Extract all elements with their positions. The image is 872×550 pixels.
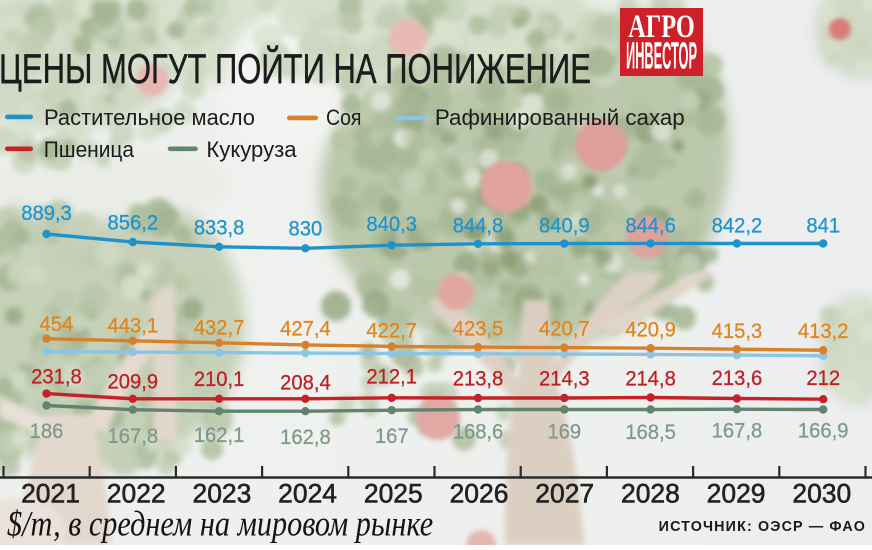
svg-text:Кукуруза: Кукуруза: [206, 137, 297, 162]
svg-text:166,9: 166,9: [798, 419, 849, 443]
svg-text:2024: 2024: [278, 478, 337, 508]
svg-text:168,6: 168,6: [453, 420, 504, 444]
svg-text:420,9: 420,9: [625, 318, 676, 342]
svg-text:889,3: 889,3: [21, 201, 72, 225]
svg-text:186: 186: [30, 419, 64, 443]
svg-text:415,3: 415,3: [712, 319, 763, 343]
svg-text:167,8: 167,8: [712, 419, 763, 443]
svg-text:454: 454: [40, 312, 74, 336]
svg-text:214,8: 214,8: [625, 367, 676, 391]
svg-text:162,1: 162,1: [194, 423, 245, 447]
svg-text:168,5: 168,5: [625, 420, 676, 444]
svg-text:Соя: Соя: [326, 106, 361, 131]
svg-text:422,7: 422,7: [366, 319, 417, 343]
svg-text:840,3: 840,3: [366, 212, 417, 236]
svg-text:Растительное масло: Растительное масло: [44, 105, 255, 130]
svg-text:2021: 2021: [21, 478, 80, 508]
svg-text:167,8: 167,8: [108, 424, 159, 448]
svg-text:420,7: 420,7: [539, 317, 590, 341]
svg-text:432,7: 432,7: [194, 316, 245, 340]
svg-text:ЦЕНЫ МОГУТ ПОЙТИ НА ПОНИЖЕНИЕ: ЦЕНЫ МОГУТ ПОЙТИ НА ПОНИЖЕНИЕ: [0, 44, 591, 92]
svg-text:231,8: 231,8: [31, 365, 82, 389]
svg-text:Пшеница: Пшеница: [44, 136, 135, 162]
svg-text:856,2: 856,2: [108, 211, 159, 235]
svg-text:169: 169: [547, 420, 581, 444]
svg-text:214,3: 214,3: [539, 367, 590, 391]
svg-text:213,8: 213,8: [453, 367, 504, 391]
svg-text:2030: 2030: [792, 478, 851, 508]
svg-text:ИНВЕСТОР: ИНВЕСТОР: [626, 35, 697, 78]
svg-text:2023: 2023: [192, 478, 251, 508]
svg-text:209,9: 209,9: [108, 370, 159, 394]
svg-text:$/т, в среднем на мировом рынк: $/т, в среднем на мировом рынке: [7, 504, 433, 544]
svg-text:2029: 2029: [707, 478, 766, 508]
svg-text:844,6: 844,6: [625, 214, 676, 238]
svg-text:423,5: 423,5: [453, 317, 504, 341]
svg-text:208,4: 208,4: [280, 371, 331, 395]
svg-text:833,8: 833,8: [194, 216, 245, 240]
svg-text:2026: 2026: [450, 478, 509, 508]
svg-text:830: 830: [289, 217, 323, 241]
svg-text:162,8: 162,8: [280, 425, 331, 449]
svg-text:2027: 2027: [535, 478, 594, 508]
svg-text:210,1: 210,1: [194, 367, 245, 391]
svg-text:АГРО: АГРО: [628, 9, 695, 45]
svg-text:413,2: 413,2: [798, 319, 849, 343]
svg-text:842,2: 842,2: [712, 214, 763, 238]
svg-text:844,8: 844,8: [453, 214, 504, 238]
svg-text:2025: 2025: [364, 478, 423, 508]
svg-text:167: 167: [375, 424, 409, 448]
svg-text:213,6: 213,6: [712, 367, 763, 391]
svg-text:ИСТОЧНИК: ОЭСР — ФАО: ИСТОЧНИК: ОЭСР — ФАО: [659, 519, 866, 535]
svg-text:2028: 2028: [621, 478, 680, 508]
svg-text:443,1: 443,1: [108, 314, 159, 338]
svg-text:212: 212: [806, 367, 840, 391]
svg-text:840,9: 840,9: [539, 214, 590, 238]
svg-text:427,4: 427,4: [280, 317, 331, 341]
svg-text:2022: 2022: [107, 478, 166, 508]
svg-text:841: 841: [806, 214, 840, 238]
svg-text:Рафинированный сахар: Рафинированный сахар: [435, 105, 685, 130]
svg-text:212,1: 212,1: [366, 365, 417, 389]
